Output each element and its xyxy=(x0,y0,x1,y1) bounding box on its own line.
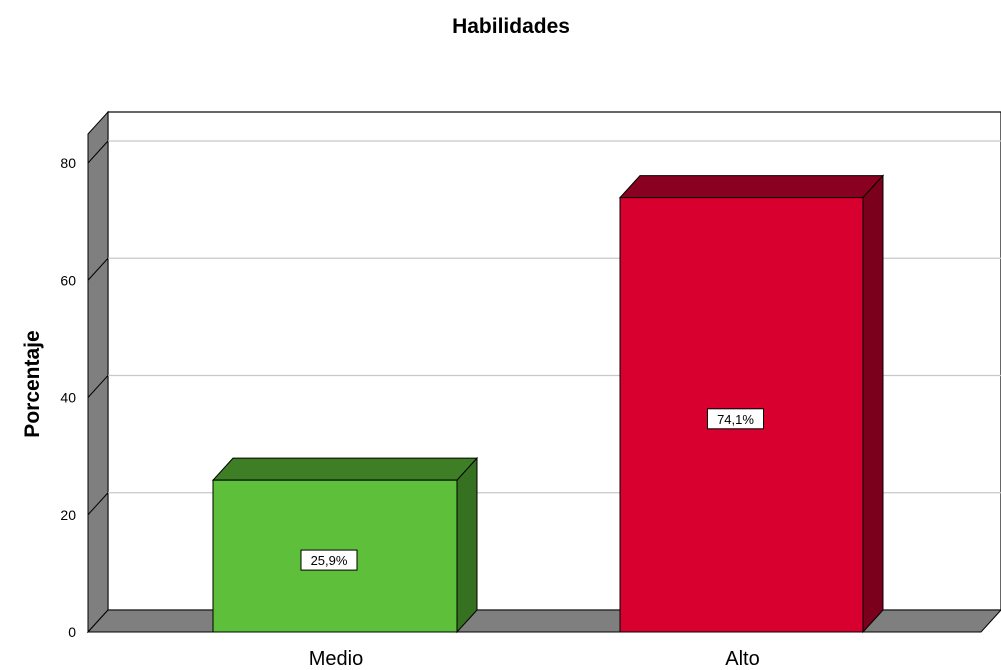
gridline-side xyxy=(87,257,109,281)
y-tick-label: 0 xyxy=(68,624,76,640)
bar-side xyxy=(456,456,478,634)
data-label-box xyxy=(707,408,764,430)
y-axis-ticks: 0 20 40 60 80 xyxy=(60,155,76,640)
gridline-side xyxy=(87,375,109,398)
x-category-label: Medio xyxy=(309,648,363,670)
y-tick-label: 20 xyxy=(60,507,76,523)
gridline-side xyxy=(87,492,109,516)
bar-top xyxy=(211,457,479,481)
y-tick-label: 40 xyxy=(60,390,76,406)
data-label: 74,1% xyxy=(717,412,754,427)
bar-medio: 25,9% xyxy=(211,456,479,634)
bars: 25,9% 74,1% xyxy=(211,174,885,634)
gridline-side xyxy=(87,140,109,164)
y-axis-label: Porcentaje xyxy=(21,330,44,437)
x-category-label: Alto xyxy=(725,648,759,670)
chart-title: Habilidades xyxy=(452,15,570,38)
bar-alto: 74,1% xyxy=(618,174,885,634)
y-tick-label: 80 xyxy=(60,155,76,171)
x-axis-categories: Medio Alto xyxy=(309,648,760,670)
left-wall xyxy=(87,110,109,634)
data-label-box xyxy=(300,549,358,571)
bar-top xyxy=(618,175,885,199)
data-label: 25,9% xyxy=(311,553,348,568)
y-tick-label: 60 xyxy=(60,272,76,288)
bar-side xyxy=(862,174,884,634)
